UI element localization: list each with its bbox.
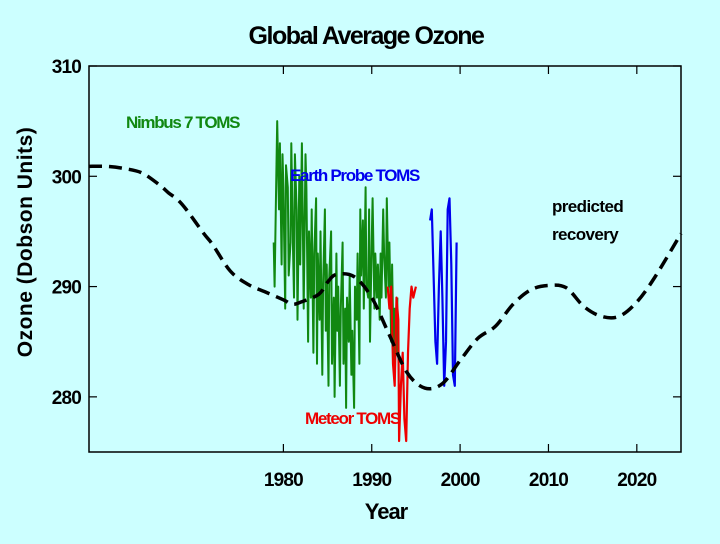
x-tick-label: 1990: [352, 470, 391, 491]
series-earth-probe-line: [429, 197, 458, 387]
annotation-predicted: predicted: [552, 197, 623, 216]
annotation-meteor: Meteor TOMS: [305, 409, 401, 428]
ticks-layer: 1980 1990 2000 2010 2020 280 290 300 310: [52, 57, 681, 491]
x-tick-label: 2010: [529, 470, 568, 491]
x-tick-label: 2000: [441, 470, 480, 491]
annotation-nimbus: Nimbus 7 TOMS: [126, 113, 240, 132]
series-layer: [88, 120, 683, 443]
y-tick-label: 290: [52, 278, 82, 299]
x-tick-label: 1980: [264, 470, 303, 491]
plot-frame: [88, 65, 682, 453]
y-tick-label: 280: [52, 388, 82, 409]
y-tick-label: 300: [52, 167, 82, 188]
annotation-earth-probe: Earth Probe TOMS: [290, 166, 420, 185]
x-axis-label: Year: [365, 499, 409, 524]
x-tick-label: 2020: [617, 470, 656, 491]
chart-title: Global Average Ozone: [249, 22, 485, 50]
series-nimbus-line: [272, 120, 399, 409]
annotation-recovery: recovery: [552, 225, 619, 244]
series-predicted-line: [88, 164, 683, 391]
y-tick-label: 310: [52, 57, 82, 78]
y-axis-label: Ozone (Dobson Units): [14, 127, 37, 357]
